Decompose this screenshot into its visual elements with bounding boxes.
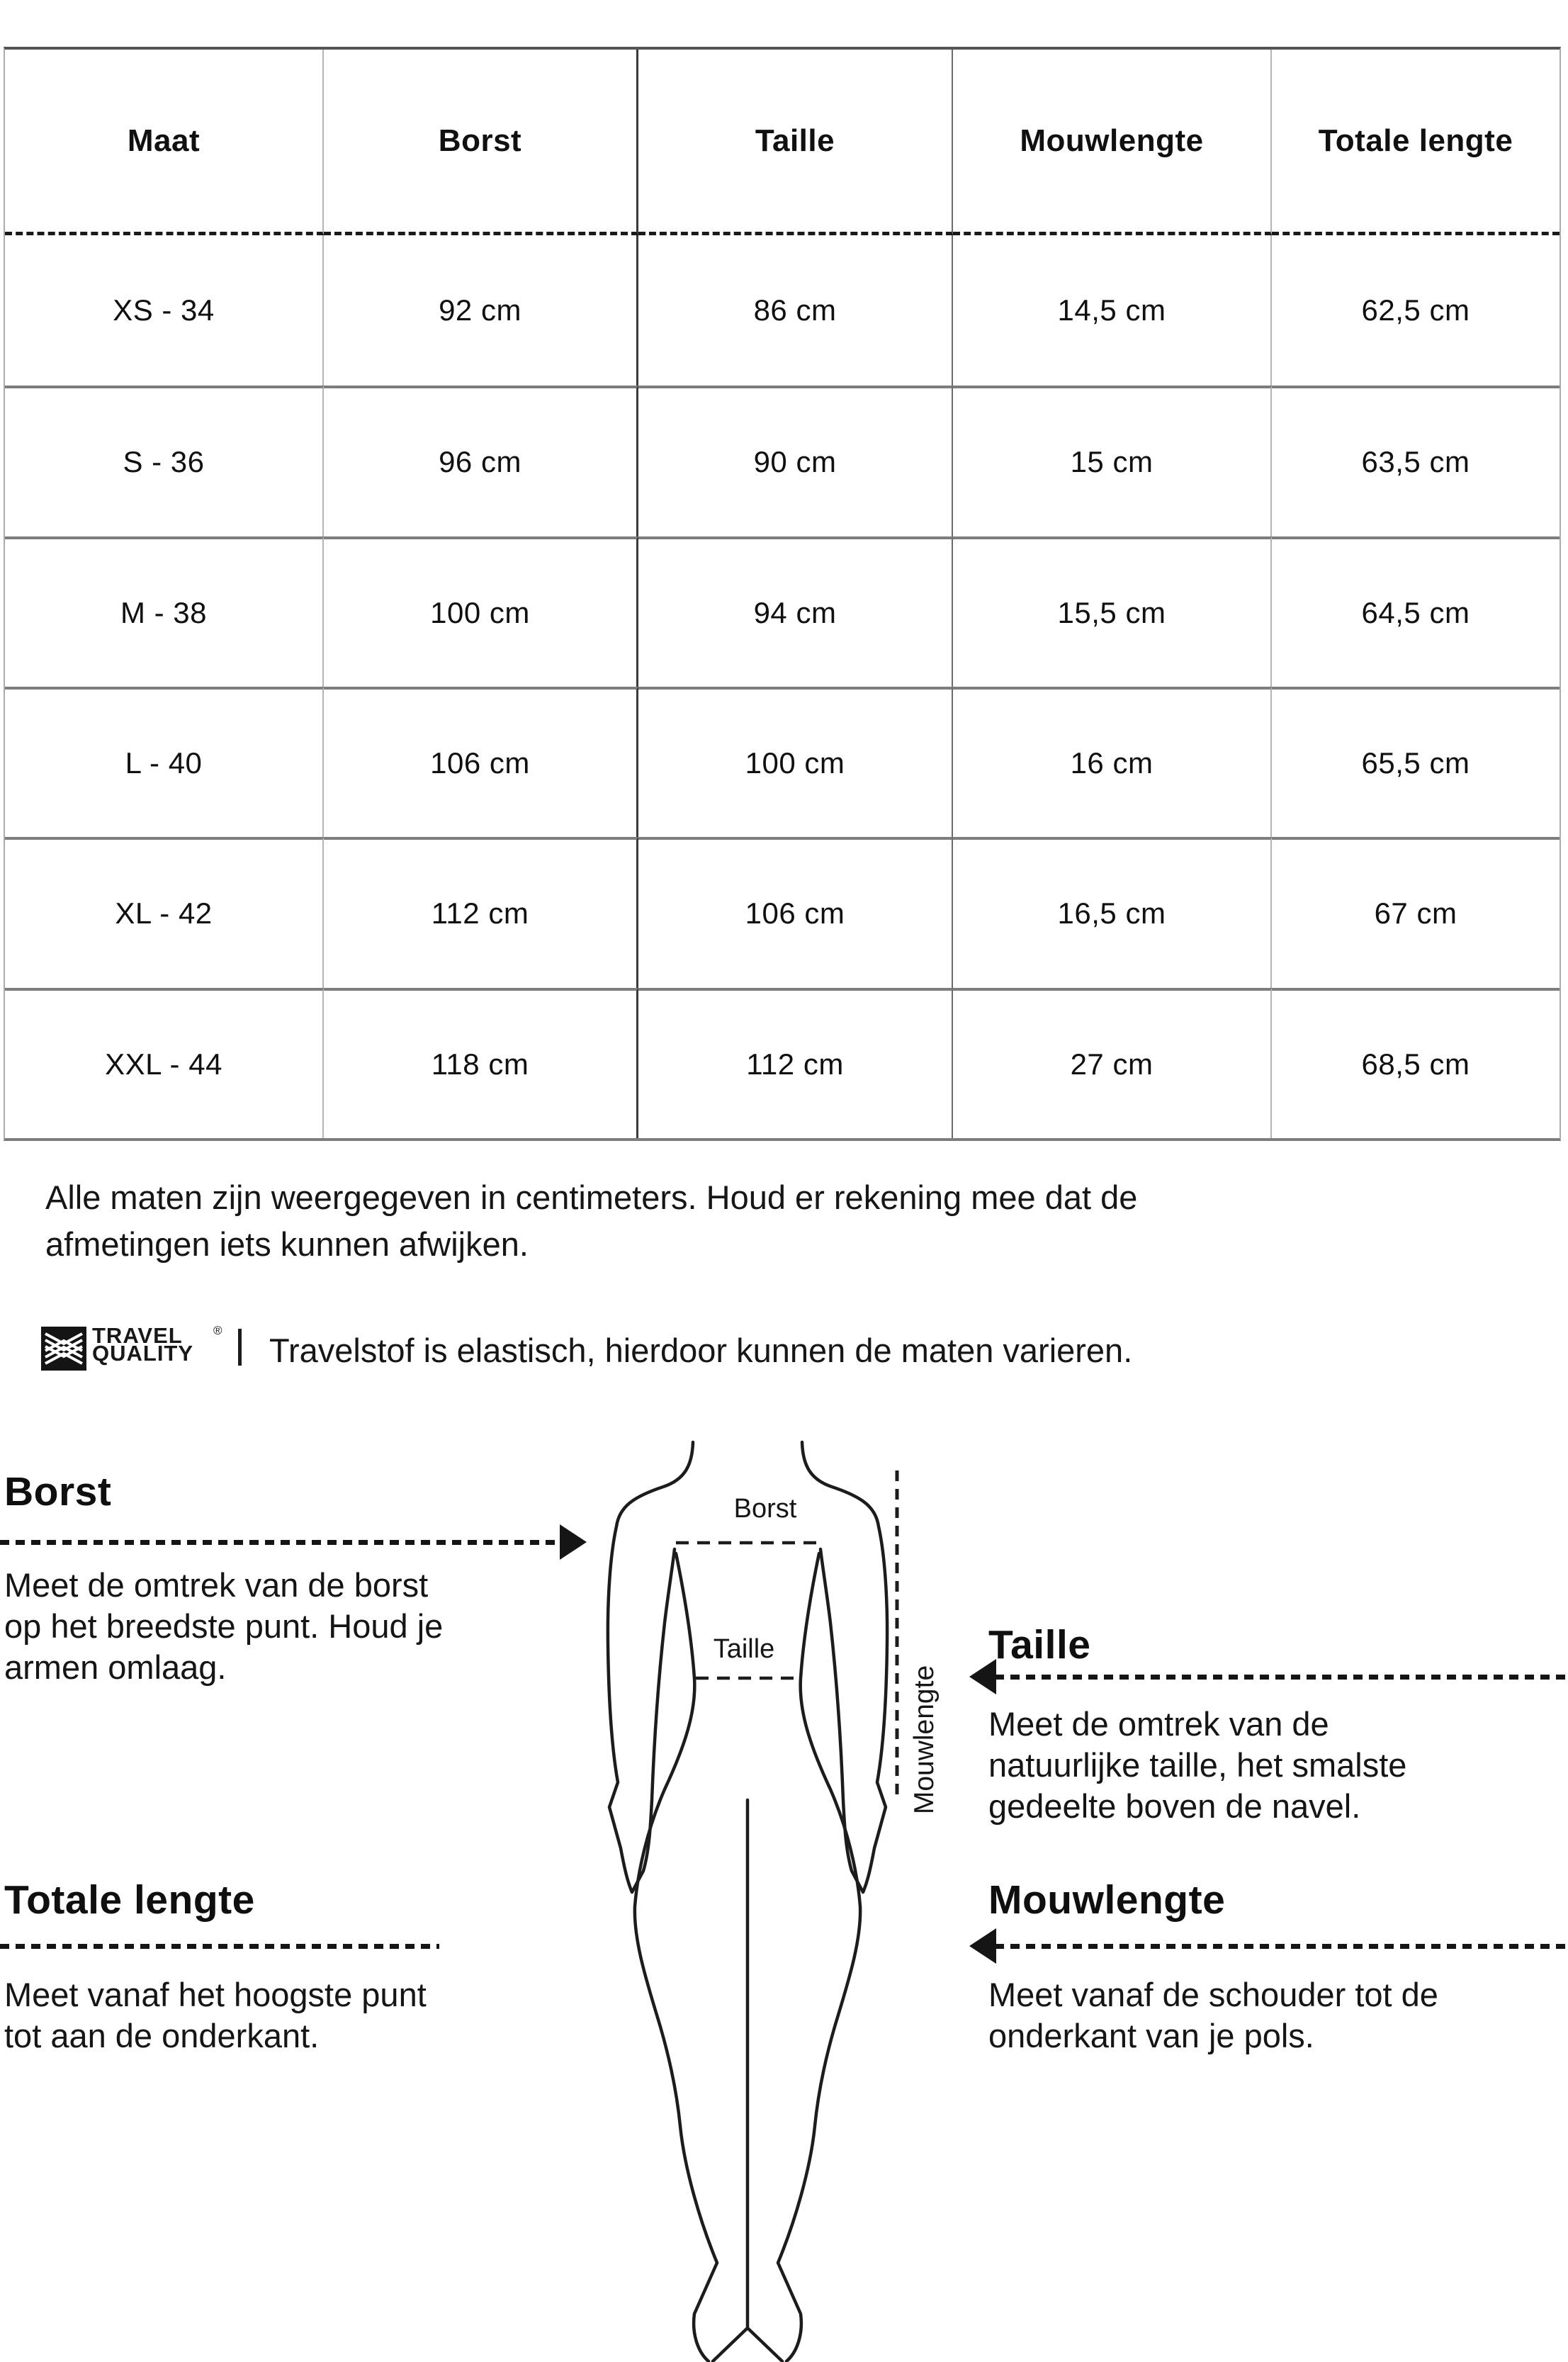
borst-arrow-right-icon [560, 1524, 587, 1560]
table-cell: 112 cm [638, 987, 953, 1138]
travel-quality-logo-icon [41, 1327, 86, 1371]
table-cell: 106 cm [324, 686, 638, 838]
table-cell: 16 cm [953, 686, 1272, 838]
table-cell: M - 38 [5, 536, 324, 687]
taille-dashed-line [995, 1675, 1568, 1680]
table-cell: L - 40 [5, 686, 324, 838]
totale-lengte-text-line: tot aan de onderkant. [4, 2017, 320, 2054]
sizes-note-line-1: Alle maten zijn weergegeven in centimete… [45, 1179, 1138, 1216]
brand-name-line1: TRAVEL [92, 1323, 183, 1348]
mouwlengte-text-line: onderkant van je pols. [988, 2017, 1314, 2054]
brand-name: TRAVEL QUALITY [92, 1323, 194, 1366]
table-cell: 106 cm [638, 837, 953, 988]
table-cell: 94 cm [638, 536, 953, 687]
brand-note: Travelstof is elastisch, hierdoor kunnen… [269, 1332, 1133, 1369]
sizes-note-line-2: afmetingen iets kunnen afwijken. [45, 1225, 529, 1263]
table-cell: 15,5 cm [953, 536, 1272, 687]
totale-lengte-text-line: Meet vanaf het hoogste punt [4, 1976, 427, 2013]
table-cell: 16,5 cm [953, 837, 1272, 988]
table-cell: 100 cm [638, 686, 953, 838]
taille-text-line: gedeelte boven de navel. [988, 1787, 1361, 1825]
figure-left-torso-leg [633, 1551, 719, 2362]
table-cell: 118 cm [324, 987, 638, 1138]
mouwlengte-dashed-line [995, 1944, 1568, 1949]
borst-text-line: Meet de omtrek van de borst [4, 1566, 429, 1604]
table-cell: XL - 42 [5, 837, 324, 988]
table-cell: 90 cm [638, 386, 953, 536]
figure-right-torso-leg [776, 1551, 862, 2362]
table-cell: 64,5 cm [1272, 536, 1559, 687]
table-cell: XXL - 44 [5, 987, 324, 1138]
taille-text-line: Meet de omtrek van de [988, 1705, 1329, 1743]
body-measurement-figure [606, 1440, 899, 2362]
taille-text-line: natuurlijke taille, het smalste [988, 1746, 1407, 1784]
table-header-cell: Maat [5, 50, 324, 235]
table-header-cell: Totale lengte [1272, 50, 1559, 235]
table-cell: 67 cm [1272, 837, 1559, 987]
registered-trademark-icon: ® [213, 1324, 222, 1337]
table-cell: 96 cm [324, 386, 638, 536]
section-title-mouwlengte: Mouwlengte [988, 1877, 1226, 1923]
table-cell: XS - 34 [5, 235, 324, 386]
table-cell: 68,5 cm [1272, 987, 1559, 1138]
borst-dashed-line [0, 1540, 561, 1545]
figure-sleeve-label: Mouwlengte [909, 1665, 940, 1815]
table-cell: 100 cm [324, 536, 638, 687]
figure-left-foot-inner [711, 2326, 750, 2362]
mouwlengte-text-line: Meet vanaf de schouder tot de [988, 1976, 1438, 2013]
table-header-cell: Mouwlengte [953, 50, 1272, 235]
brand-name-line2: QUALITY [92, 1341, 194, 1366]
borst-text-line: armen omlaag. [4, 1648, 227, 1686]
figure-left-arm [606, 1440, 695, 1894]
brand-separator [238, 1329, 242, 1366]
taille-arrow-left-icon [969, 1659, 996, 1694]
size-table: Maat Borst Taille Mouwlengte Totale lengte XS… [4, 47, 1561, 1141]
table-cell: 62,5 cm [1361, 293, 1470, 327]
section-title-totale-lengte: Totale lengte [4, 1877, 255, 1923]
table-cell: 15 cm [953, 386, 1272, 536]
table-cell: 14,5 cm [953, 235, 1272, 386]
figure-waist-label: Taille [713, 1634, 775, 1664]
table-cell: 65,5 cm [1272, 686, 1559, 837]
table-cell: 63,5 cm [1272, 386, 1559, 536]
table-cell: 86 cm [638, 235, 953, 386]
section-title-borst: Borst [4, 1469, 112, 1514]
table-cell: S - 36 [5, 386, 324, 536]
mouwlengte-arrow-left-icon [969, 1928, 996, 1964]
totale-lengte-dashed-line [0, 1944, 439, 1949]
table-header-cell: Taille [638, 50, 953, 235]
figure-right-foot-inner [745, 2326, 784, 2362]
figure-chest-label: Borst [733, 1494, 797, 1524]
figure-right-arm [800, 1440, 889, 1894]
section-title-taille: Taille [988, 1622, 1091, 1668]
table-cell: 92 cm [324, 235, 638, 386]
table-cell: 27 cm [953, 987, 1272, 1138]
table-header-cell: Borst [324, 50, 638, 235]
borst-text-line: op het breedste punt. Houd je [4, 1607, 444, 1645]
table-cell: 112 cm [324, 837, 638, 988]
